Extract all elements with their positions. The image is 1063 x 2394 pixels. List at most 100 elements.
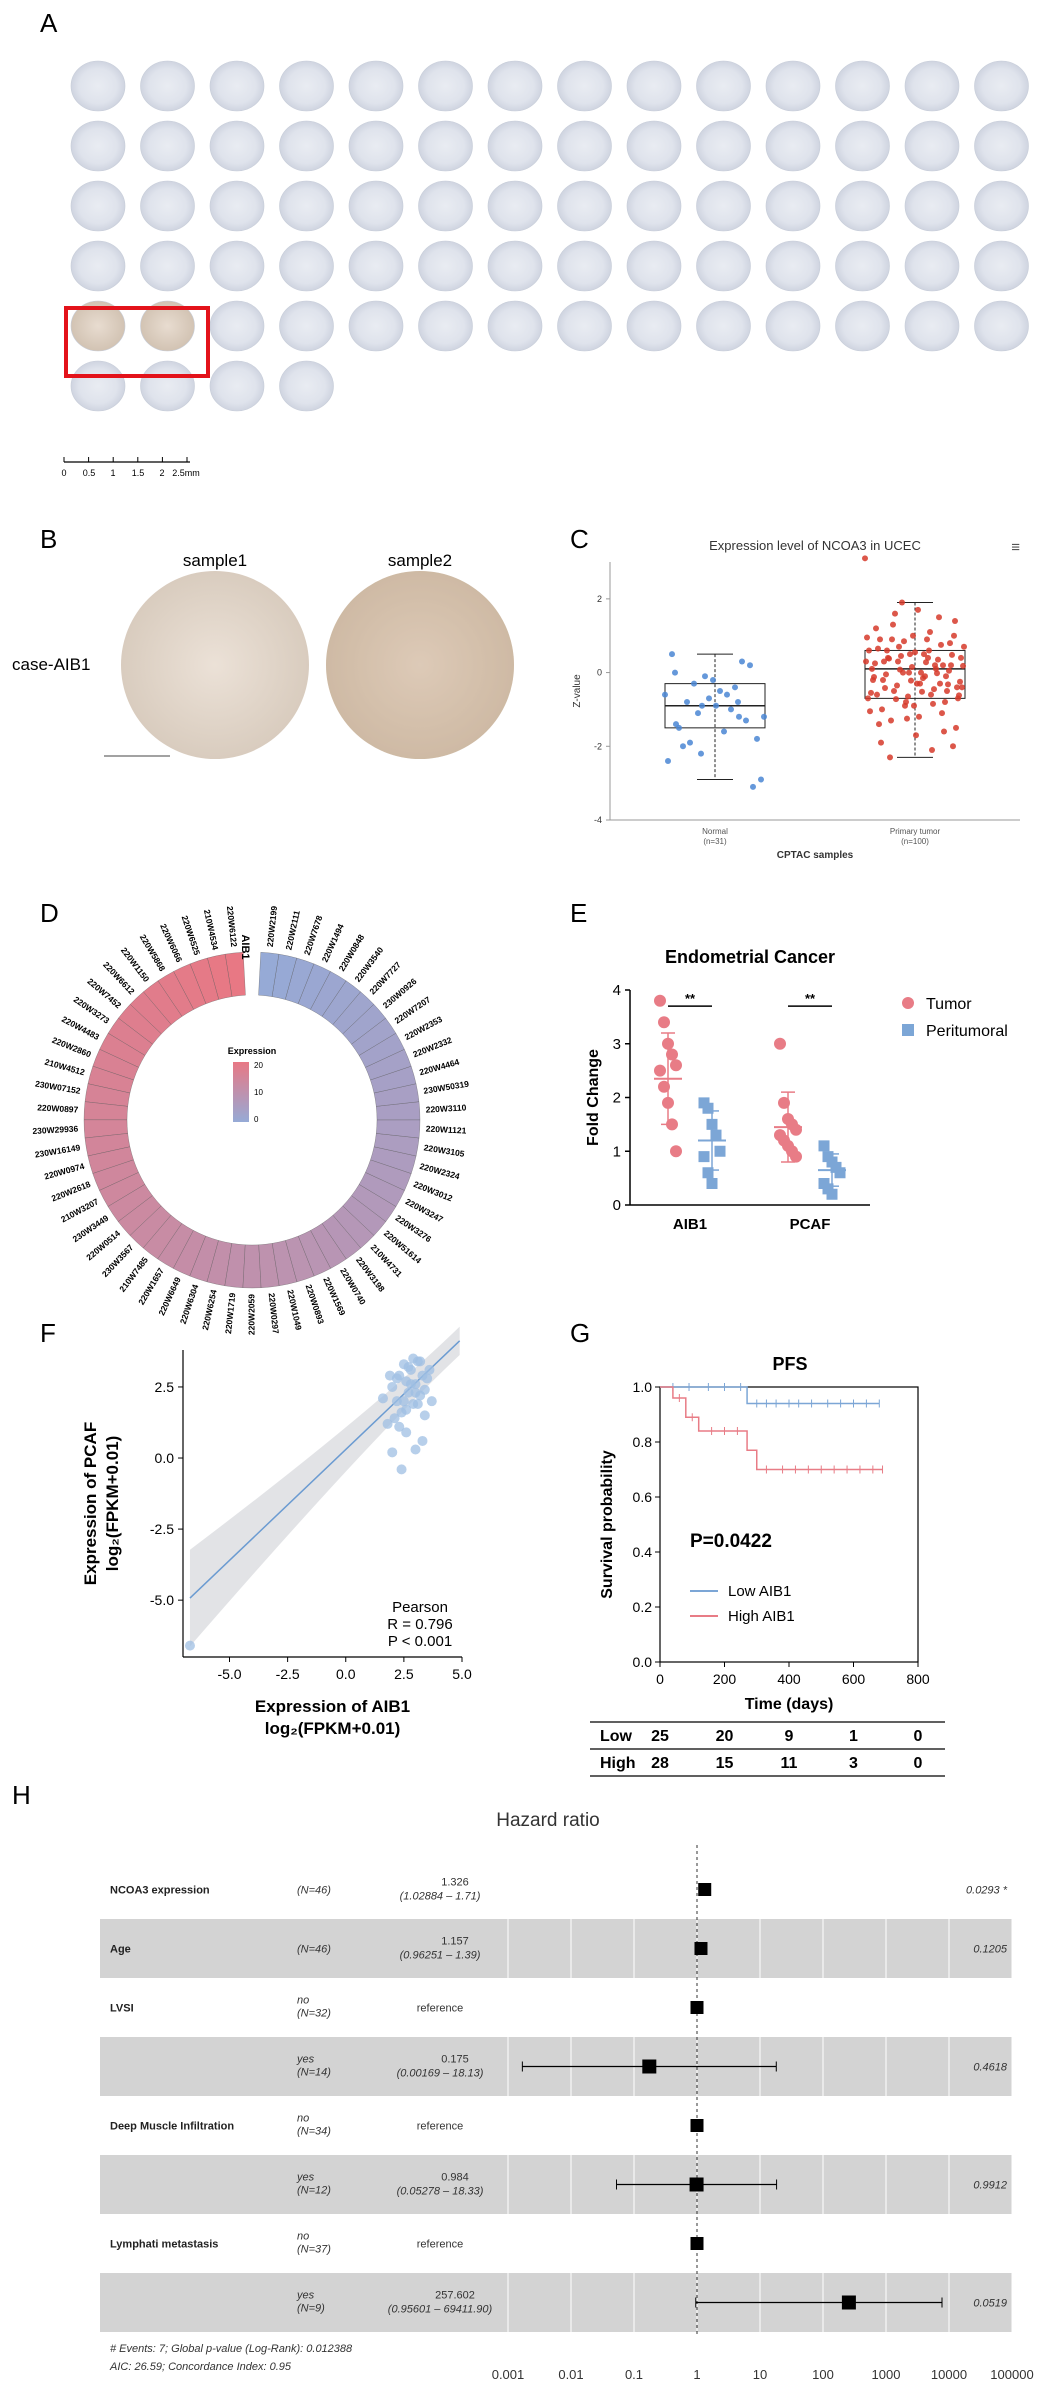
legend-marker	[902, 997, 914, 1009]
data-point	[377, 1393, 388, 1404]
tissue-core	[279, 360, 334, 412]
data-point	[774, 1037, 786, 1050]
tissue-core	[626, 300, 682, 352]
data-point	[863, 658, 869, 665]
tissue-core	[70, 300, 126, 352]
row-hr: reference	[417, 2003, 463, 2015]
data-point	[918, 669, 924, 676]
row-n: (N=34)	[297, 2126, 331, 2138]
survival-curve	[660, 1386, 883, 1471]
hazard-marker	[690, 2119, 704, 2132]
y-tick-label: 2.5	[155, 1379, 175, 1395]
risk-value: 0	[914, 1755, 923, 1772]
legend-tick: 0	[254, 1115, 259, 1124]
tissue-core	[140, 360, 195, 412]
data-point	[401, 1427, 412, 1438]
data-point	[911, 702, 917, 709]
tissue-core	[974, 180, 1029, 232]
data-point	[403, 1387, 414, 1398]
row-level: no	[297, 2231, 309, 2243]
tissue-core	[140, 240, 195, 292]
significance-label: **	[685, 991, 696, 1006]
tissue-core	[904, 240, 960, 292]
confidence-band	[189, 1326, 460, 1647]
tissue-core	[835, 300, 890, 352]
x-tick-label: 0	[656, 1671, 664, 1687]
x-tick-label: 400	[777, 1671, 801, 1687]
highlight-box	[64, 306, 210, 378]
data-point	[401, 1404, 412, 1415]
tissue-core	[626, 180, 682, 232]
y-tick-label: 4	[613, 982, 621, 999]
x-tick-label: 1	[693, 2367, 700, 2382]
risk-value: 0	[914, 1728, 923, 1745]
data-point	[921, 651, 927, 658]
chart-title: Endometrial Cancer	[665, 947, 835, 967]
hazard-marker	[690, 2001, 704, 2014]
tissue-core	[418, 240, 473, 292]
tissue-microarray-panel: 0 0.5 1 1.5 2 2.5mm	[61, 60, 1029, 478]
x-axis-label: Time (days)	[745, 1696, 834, 1713]
data-point	[761, 713, 767, 720]
data-point	[950, 743, 956, 750]
tissue-core	[70, 60, 126, 112]
data-point	[419, 1410, 430, 1421]
data-point	[724, 691, 730, 698]
row-n: (N=14)	[297, 2067, 331, 2079]
tissue-core	[140, 180, 195, 232]
x-axis-label: Expression of AIB1	[255, 1697, 410, 1716]
data-point	[878, 739, 884, 746]
tissue-core	[835, 240, 890, 292]
row-ci: (0.95601 – 69411.90)	[388, 2304, 493, 2316]
row-label: case-AIB1	[12, 655, 90, 674]
tissue-core	[626, 60, 682, 112]
data-point	[666, 1048, 678, 1061]
y-tick-label: -2.5	[150, 1521, 174, 1537]
data-point	[706, 695, 712, 702]
scale-tick-label: 1	[110, 468, 115, 478]
sample-label: 220W6122	[225, 905, 239, 947]
risk-value: 28	[651, 1755, 669, 1772]
row-hr: 1.326	[441, 1877, 469, 1889]
y-tick-label: 0.2	[633, 1599, 653, 1615]
row-n: (N=37)	[297, 2244, 331, 2256]
ihc-samples-panel: case-AIB1 sample1 sample2	[12, 551, 514, 759]
tissue-core	[974, 60, 1029, 112]
risk-row-label: High	[600, 1755, 636, 1772]
tissue-core	[557, 240, 612, 292]
data-point	[951, 632, 957, 639]
data-point	[957, 678, 963, 685]
data-point	[728, 706, 734, 713]
legend-tick: 10	[254, 1088, 263, 1097]
data-point	[778, 1096, 790, 1109]
data-point	[698, 1151, 710, 1163]
data-point	[867, 708, 873, 715]
data-point	[754, 735, 760, 742]
row-n: (N=46)	[297, 1944, 331, 1956]
y-axis-label: Expression of PCAF	[81, 1422, 100, 1585]
tissue-core	[140, 120, 195, 172]
sample-label: 220W2199	[265, 905, 279, 947]
tissue-core	[209, 360, 265, 412]
data-point	[384, 1370, 395, 1381]
tissue-core	[487, 180, 543, 232]
data-point	[929, 746, 935, 753]
data-point	[952, 617, 958, 624]
data-point	[743, 717, 749, 724]
sample-label-2: sample2	[388, 551, 452, 570]
data-point	[702, 1167, 714, 1179]
tissue-core	[279, 120, 334, 172]
scale-tick-label: 2	[159, 468, 164, 478]
data-point	[710, 1129, 722, 1141]
panel-label-a: A	[40, 8, 58, 38]
y-tick-label: -4	[594, 815, 602, 825]
tissue-core	[70, 240, 126, 292]
data-point	[953, 724, 959, 731]
tissue-core	[904, 120, 960, 172]
center-track-label: AIB1	[239, 934, 251, 959]
x-tick-label: 100	[812, 2367, 834, 2382]
risk-value: 15	[716, 1755, 734, 1772]
data-point	[869, 665, 875, 672]
data-point	[826, 1188, 838, 1200]
menu-icon: ≡	[1011, 539, 1020, 556]
